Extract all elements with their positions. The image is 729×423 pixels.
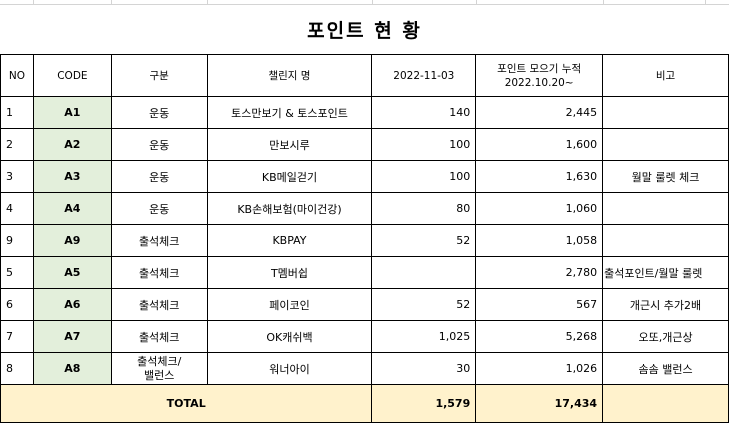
cell-date-points[interactable]: 100 bbox=[371, 128, 477, 161]
cell-note[interactable] bbox=[602, 96, 729, 129]
cell-no[interactable]: 3 bbox=[0, 160, 34, 193]
cell-code[interactable]: A8 bbox=[32, 352, 112, 385]
cell-note[interactable]: 개근시 추가2배 bbox=[602, 288, 729, 321]
cell-code[interactable]: A7 bbox=[32, 320, 112, 353]
table-row: 4 A4 운동 KB손해보험(마이건강) 80 1,060 bbox=[0, 192, 729, 225]
header-cumulative[interactable]: 포인트 모으기 누적 2022.10.20~ bbox=[475, 54, 604, 97]
cell-cumulative[interactable]: 5,268 bbox=[475, 320, 604, 353]
cell-challenge[interactable]: 워너아이 bbox=[206, 352, 373, 385]
cell-challenge[interactable]: OK캐쉬백 bbox=[206, 320, 373, 353]
cell-note[interactable]: 출석포인트/월말 룰렛 bbox=[602, 256, 729, 289]
cell-no[interactable]: 4 bbox=[0, 192, 34, 225]
cell-category[interactable]: 출석체크 bbox=[110, 288, 208, 321]
header-no[interactable]: NO bbox=[0, 54, 34, 97]
cell-category[interactable]: 출석체크 bbox=[110, 320, 208, 353]
total-cumulative[interactable]: 17,434 bbox=[475, 384, 604, 423]
cell-code[interactable]: A1 bbox=[32, 96, 112, 129]
total-date-points[interactable]: 1,579 bbox=[371, 384, 477, 423]
cell-no[interactable]: 1 bbox=[0, 96, 34, 129]
cell-date-points[interactable] bbox=[371, 256, 477, 289]
cell-challenge[interactable]: 만보시루 bbox=[206, 128, 373, 161]
table-row: 7 A7 출석체크 OK캐쉬백 1,025 5,268 오또,개근상 bbox=[0, 320, 729, 353]
title-row: 포인트 현 황 bbox=[0, 5, 729, 54]
cell-cumulative[interactable]: 1,060 bbox=[475, 192, 604, 225]
cell-note[interactable] bbox=[602, 128, 729, 161]
total-note[interactable] bbox=[602, 384, 729, 423]
cell-challenge[interactable]: 페이코인 bbox=[206, 288, 373, 321]
header-date[interactable]: 2022-11-03 bbox=[371, 54, 477, 97]
table-row: 2 A2 운동 만보시루 100 1,600 bbox=[0, 128, 729, 161]
header-cumulative-line2: 2022.10.20~ bbox=[504, 76, 574, 89]
cell-no[interactable]: 2 bbox=[0, 128, 34, 161]
cell-cumulative[interactable]: 567 bbox=[475, 288, 604, 321]
table-row: 9 A9 출석체크 KBPAY 52 1,058 bbox=[0, 224, 729, 257]
cell-cumulative[interactable]: 1,630 bbox=[475, 160, 604, 193]
total-label[interactable]: TOTAL bbox=[0, 384, 373, 423]
cell-category[interactable]: 출석체크 bbox=[110, 256, 208, 289]
header-row: NO CODE 구분 챌린지 명 2022-11-03 포인트 모으기 누적 2… bbox=[0, 54, 729, 97]
cell-cumulative[interactable]: 2,445 bbox=[475, 96, 604, 129]
cell-category[interactable]: 운동 bbox=[110, 128, 208, 161]
cell-challenge[interactable]: KBPAY bbox=[206, 224, 373, 257]
cell-date-points[interactable]: 52 bbox=[371, 288, 477, 321]
cell-category[interactable]: 운동 bbox=[110, 96, 208, 129]
cell-no[interactable]: 6 bbox=[0, 288, 34, 321]
cell-challenge[interactable]: KB메일걷기 bbox=[206, 160, 373, 193]
cell-cumulative[interactable]: 1,026 bbox=[475, 352, 604, 385]
cell-no[interactable]: 8 bbox=[0, 352, 34, 385]
table-row: 6 A6 출석체크 페이코인 52 567 개근시 추가2배 bbox=[0, 288, 729, 321]
table-row: 3 A3 운동 KB메일걷기 100 1,630 월말 룰렛 체크 bbox=[0, 160, 729, 193]
cell-note[interactable]: 오또,개근상 bbox=[602, 320, 729, 353]
cell-category[interactable]: 운동 bbox=[110, 192, 208, 225]
cell-category[interactable]: 출석체크 bbox=[110, 224, 208, 257]
points-table: NO CODE 구분 챌린지 명 2022-11-03 포인트 모으기 누적 2… bbox=[0, 54, 729, 423]
cell-note[interactable]: 월말 룰렛 체크 bbox=[602, 160, 729, 193]
cell-cumulative[interactable]: 2,780 bbox=[475, 256, 604, 289]
cell-challenge[interactable]: 토스만보기 & 토스포인트 bbox=[206, 96, 373, 129]
cell-cumulative[interactable]: 1,600 bbox=[475, 128, 604, 161]
cell-date-points[interactable]: 52 bbox=[371, 224, 477, 257]
page-title: 포인트 현 황 bbox=[307, 20, 422, 42]
cell-date-points[interactable]: 80 bbox=[371, 192, 477, 225]
cell-note[interactable]: 솜솜 밸런스 bbox=[602, 352, 729, 385]
table-row: 5 A5 출석체크 T멤버쉽 2,780 출석포인트/월말 룰렛 bbox=[0, 256, 729, 289]
header-code[interactable]: CODE bbox=[32, 54, 112, 97]
cell-code[interactable]: A2 bbox=[32, 128, 112, 161]
cell-date-points[interactable]: 30 bbox=[371, 352, 477, 385]
cell-date-points[interactable]: 140 bbox=[371, 96, 477, 129]
cell-code[interactable]: A9 bbox=[32, 224, 112, 257]
cell-note[interactable] bbox=[602, 192, 729, 225]
cell-date-points[interactable]: 1,025 bbox=[371, 320, 477, 353]
cell-category[interactable]: 운동 bbox=[110, 160, 208, 193]
cell-no[interactable]: 9 bbox=[0, 224, 34, 257]
cell-note[interactable] bbox=[602, 224, 729, 257]
table-row: 8 A8 출석체크/ 밸런스 워너아이 30 1,026 솜솜 밸런스 bbox=[0, 352, 729, 385]
cell-code[interactable]: A3 bbox=[32, 160, 112, 193]
header-category[interactable]: 구분 bbox=[110, 54, 208, 97]
cell-code[interactable]: A5 bbox=[32, 256, 112, 289]
cell-challenge[interactable]: KB손해보험(마이건강) bbox=[206, 192, 373, 225]
column-gridlines bbox=[0, 0, 729, 5]
cell-category[interactable]: 출석체크/ 밸런스 bbox=[110, 352, 208, 385]
cell-cumulative[interactable]: 1,058 bbox=[475, 224, 604, 257]
cell-no[interactable]: 5 bbox=[0, 256, 34, 289]
cell-no[interactable]: 7 bbox=[0, 320, 34, 353]
header-challenge[interactable]: 챌린지 명 bbox=[206, 54, 373, 97]
total-row: TOTAL 1,579 17,434 bbox=[0, 384, 729, 423]
cell-date-points[interactable]: 100 bbox=[371, 160, 477, 193]
table-row: 1 A1 운동 토스만보기 & 토스포인트 140 2,445 bbox=[0, 96, 729, 129]
header-note[interactable]: 비고 bbox=[602, 54, 729, 97]
cell-code[interactable]: A4 bbox=[32, 192, 112, 225]
header-cumulative-line1: 포인트 모으기 누적 bbox=[497, 62, 582, 75]
cell-challenge[interactable]: T멤버쉽 bbox=[206, 256, 373, 289]
cell-code[interactable]: A6 bbox=[32, 288, 112, 321]
